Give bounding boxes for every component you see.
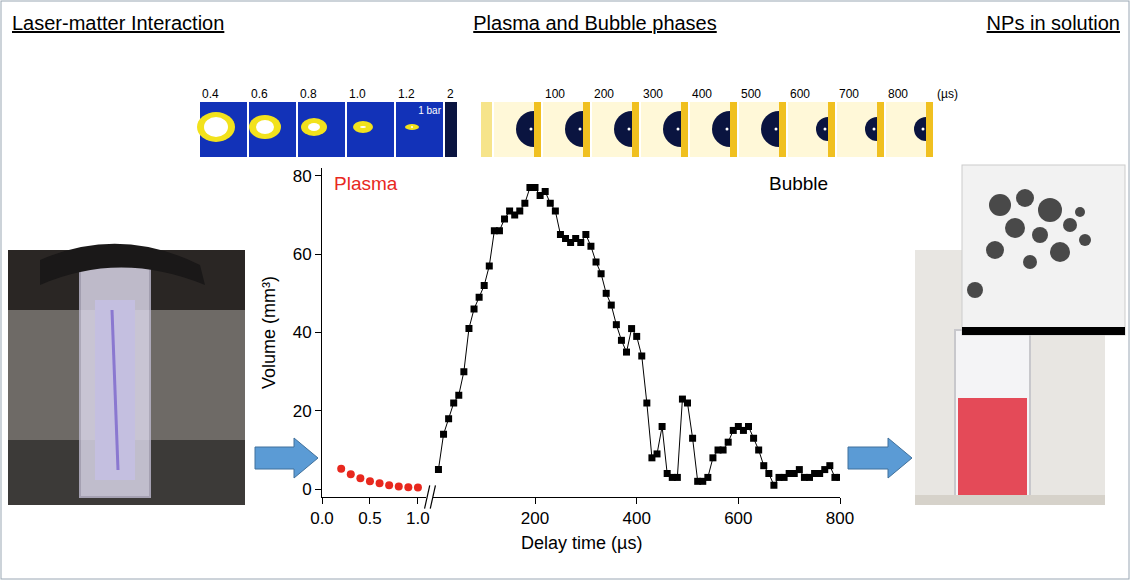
svg-text:0: 0 (302, 480, 311, 499)
svg-text:(µs): (µs) (937, 87, 958, 101)
svg-text:0.0: 0.0 (310, 509, 334, 528)
svg-text:Plasma and Bubble phases: Plasma and Bubble phases (473, 12, 717, 34)
svg-text:1.2: 1.2 (398, 87, 415, 101)
svg-text:300: 300 (643, 87, 663, 101)
svg-text:800: 800 (826, 509, 854, 528)
svg-text:Plasma: Plasma (334, 173, 398, 194)
svg-text:200: 200 (521, 509, 549, 528)
svg-text:800: 800 (888, 87, 908, 101)
svg-text:1 bar: 1 bar (418, 105, 441, 116)
svg-text:0.5: 0.5 (358, 509, 382, 528)
svg-text:Delay time (µs): Delay time (µs) (521, 533, 642, 553)
svg-text:0.4: 0.4 (202, 87, 219, 101)
svg-text:0.8: 0.8 (300, 87, 317, 101)
svg-text:1.0: 1.0 (349, 87, 366, 101)
svg-text:600: 600 (790, 87, 810, 101)
svg-text:2: 2 (447, 87, 454, 101)
svg-text:60: 60 (293, 245, 312, 264)
svg-text:200: 200 (594, 87, 614, 101)
svg-text:20: 20 (293, 402, 312, 421)
svg-text:Laser-matter Interaction: Laser-matter Interaction (12, 12, 224, 34)
svg-text:0.6: 0.6 (251, 87, 268, 101)
svg-text:1.0: 1.0 (406, 509, 430, 528)
svg-text:80: 80 (293, 167, 312, 186)
svg-text:Bubble: Bubble (769, 173, 828, 194)
svg-text:100: 100 (545, 87, 565, 101)
svg-text:700: 700 (839, 87, 859, 101)
svg-text:600: 600 (724, 509, 752, 528)
svg-text:NPs in solution: NPs in solution (987, 12, 1120, 34)
svg-text:Volume (mm³): Volume (mm³) (259, 276, 279, 389)
svg-text:400: 400 (623, 509, 651, 528)
svg-text:40: 40 (293, 323, 312, 342)
svg-text:500: 500 (741, 87, 761, 101)
svg-text:400: 400 (692, 87, 712, 101)
